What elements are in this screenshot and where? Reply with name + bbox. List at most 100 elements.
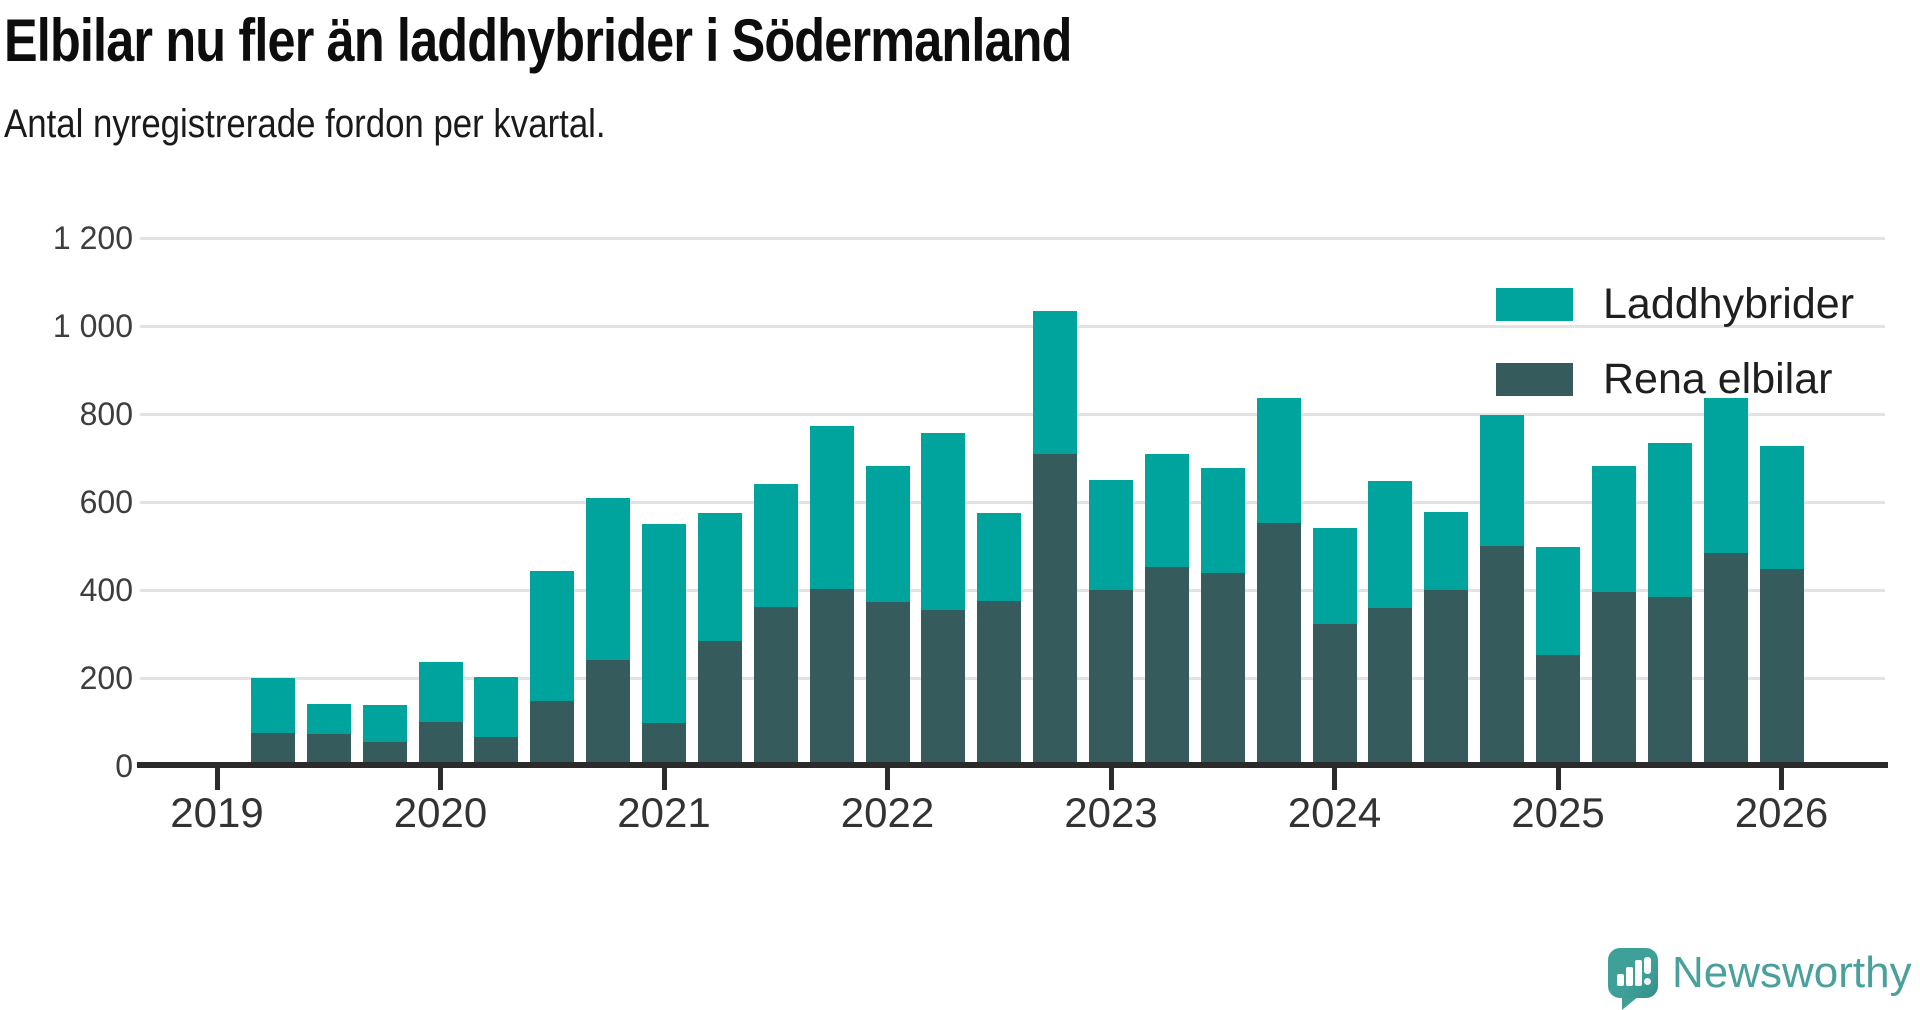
bar-2020-q1-rena-elbilar: [418, 722, 463, 766]
bar-2024-q4-laddhybrider: [1480, 414, 1525, 546]
logo-speech-tail: [1622, 996, 1639, 1010]
logo-exclamation-icon: [1644, 957, 1651, 974]
legend: Laddhybrider Rena elbilar: [1496, 283, 1854, 401]
bar-2020-q4-rena-elbilar: [586, 659, 631, 766]
bar-2023-q2-rena-elbilar: [1144, 566, 1189, 766]
bar-2021-q3-laddhybrider: [753, 484, 798, 607]
bar-2024-q1-laddhybrider: [1312, 528, 1357, 625]
bar-2022-q2-laddhybrider: [921, 432, 966, 610]
gridline-600: [140, 501, 1885, 504]
bar-2023-q4-laddhybrider: [1256, 397, 1301, 523]
bar-2022-q3-laddhybrider: [977, 512, 1022, 601]
bar-2021-q2-rena-elbilar: [697, 640, 742, 766]
x-axis-label-2019: 2019: [170, 789, 264, 836]
bar-2022-q1-rena-elbilar: [865, 601, 910, 766]
newsworthy-logo: Newsworthy: [1608, 948, 1912, 1010]
x-axis-line: [137, 762, 1888, 768]
bar-2020-q2-laddhybrider: [474, 676, 519, 737]
x-axis-label-2020: 2020: [393, 789, 488, 836]
x-axis-tick-2019: [214, 764, 220, 790]
bar-2025-q4-rena-elbilar: [1703, 552, 1748, 766]
x-axis-label-2022: 2022: [840, 789, 935, 836]
bar-2025-q1-rena-elbilar: [1536, 655, 1580, 766]
logo-exclamation-dot-icon: [1644, 978, 1651, 985]
y-axis-label: 800: [79, 396, 133, 432]
y-axis-label: 0: [115, 748, 133, 784]
bar-2021-q3-rena-elbilar: [753, 606, 798, 766]
bar-2024-q2-laddhybrider: [1368, 480, 1413, 608]
bar-2024-q4-rena-elbilar: [1480, 546, 1525, 766]
bar-2022-q2-rena-elbilar: [921, 609, 966, 766]
bar-2025-q4-laddhybrider: [1703, 397, 1748, 553]
x-axis-tick-2025: [1555, 764, 1561, 790]
x-axis-label-2023: 2023: [1064, 789, 1158, 836]
bar-2020-q4-laddhybrider: [586, 498, 631, 660]
bar-2024-q3-laddhybrider: [1424, 511, 1469, 590]
bar-2023-q3-laddhybrider: [1200, 467, 1245, 574]
bar-2021-q4-laddhybrider: [809, 426, 854, 589]
bar-2026-q1-laddhybrider: [1759, 446, 1804, 569]
bar-2019-q4-laddhybrider: [362, 704, 407, 743]
bar-2019-q4-rena-elbilar: [362, 742, 407, 766]
legend-swatch-rena-elbilar: [1496, 363, 1573, 396]
bar-2021-q4-rena-elbilar: [809, 588, 854, 766]
x-axis-label-2024: 2024: [1287, 789, 1382, 836]
bar-2023-q3-rena-elbilar: [1200, 573, 1245, 766]
bar-2019-q2-rena-elbilar: [250, 733, 295, 766]
bar-2021-q2-laddhybrider: [697, 512, 742, 641]
x-axis-tick-2026: [1779, 764, 1784, 790]
logo-bar-icon: [1635, 960, 1642, 986]
gridline-1000: [140, 325, 1885, 328]
bar-2024-q2-rena-elbilar: [1368, 607, 1413, 766]
newsworthy-speech-bubble-chart-icon: [1608, 948, 1658, 1010]
chart-title: Elbilar nu fler än laddhybrider i Söderm…: [4, 7, 1072, 74]
y-axis-label: 600: [79, 484, 133, 520]
bar-2024-q1-rena-elbilar: [1312, 624, 1357, 766]
chart-subtitle: Antal nyregistrerade fordon per kvartal.: [4, 102, 606, 146]
bar-2022-q3-rena-elbilar: [977, 600, 1022, 766]
bar-2020-q2-rena-elbilar: [474, 736, 519, 766]
bar-2022-q1-laddhybrider: [865, 465, 910, 602]
bar-2020-q3-laddhybrider: [530, 570, 575, 701]
bar-2024-q3-rena-elbilar: [1424, 590, 1469, 766]
bar-2019-q3-laddhybrider: [306, 703, 351, 735]
bar-2025-q3-laddhybrider: [1647, 442, 1692, 598]
legend-label: Rena elbilar: [1603, 355, 1833, 403]
bar-2020-q3-rena-elbilar: [530, 700, 575, 766]
y-axis-label: 1 000: [52, 308, 133, 344]
legend-item-laddhybrider: Laddhybrider: [1496, 283, 1854, 326]
bar-2025-q2-laddhybrider: [1591, 465, 1636, 592]
legend-item-rena-elbilar: Rena elbilar: [1496, 358, 1854, 401]
x-axis-label-2026: 2026: [1734, 789, 1829, 836]
bar-2023-q2-laddhybrider: [1144, 453, 1189, 567]
bar-2023-q4-rena-elbilar: [1256, 522, 1301, 766]
bar-2022-q4-rena-elbilar: [1033, 453, 1078, 766]
bar-2021-q1-laddhybrider: [642, 524, 686, 723]
y-axis-label: 200: [79, 660, 133, 696]
x-axis-tick-2021: [661, 764, 667, 790]
gridline-1200: [140, 237, 1885, 240]
logo-bar-icon: [1626, 967, 1633, 986]
legend-swatch-laddhybrider: [1496, 288, 1573, 321]
y-axis-label: 400: [79, 572, 133, 608]
bar-2023-q1-rena-elbilar: [1089, 590, 1133, 766]
bar-2025-q2-rena-elbilar: [1591, 591, 1636, 766]
gridline-800: [140, 413, 1885, 416]
bar-2022-q4-laddhybrider: [1033, 311, 1078, 454]
bar-2026-q1-rena-elbilar: [1759, 568, 1804, 766]
x-axis-label-2025: 2025: [1511, 789, 1605, 836]
x-axis-tick-2020: [438, 764, 443, 790]
logo-bar-icon: [1617, 974, 1624, 986]
bar-2020-q1-laddhybrider: [418, 662, 463, 723]
bar-2019-q3-rena-elbilar: [306, 734, 351, 766]
legend-label: Laddhybrider: [1603, 280, 1855, 328]
bar-2025-q3-rena-elbilar: [1647, 597, 1692, 766]
x-axis-tick-2024: [1332, 764, 1337, 790]
y-axis-label: 1 200: [52, 220, 133, 256]
bar-2023-q1-laddhybrider: [1089, 479, 1133, 591]
bar-2025-q1-laddhybrider: [1536, 547, 1580, 656]
x-axis-label-2021: 2021: [617, 789, 711, 836]
bar-2019-q2-laddhybrider: [250, 678, 295, 734]
x-axis-tick-2022: [885, 764, 890, 790]
